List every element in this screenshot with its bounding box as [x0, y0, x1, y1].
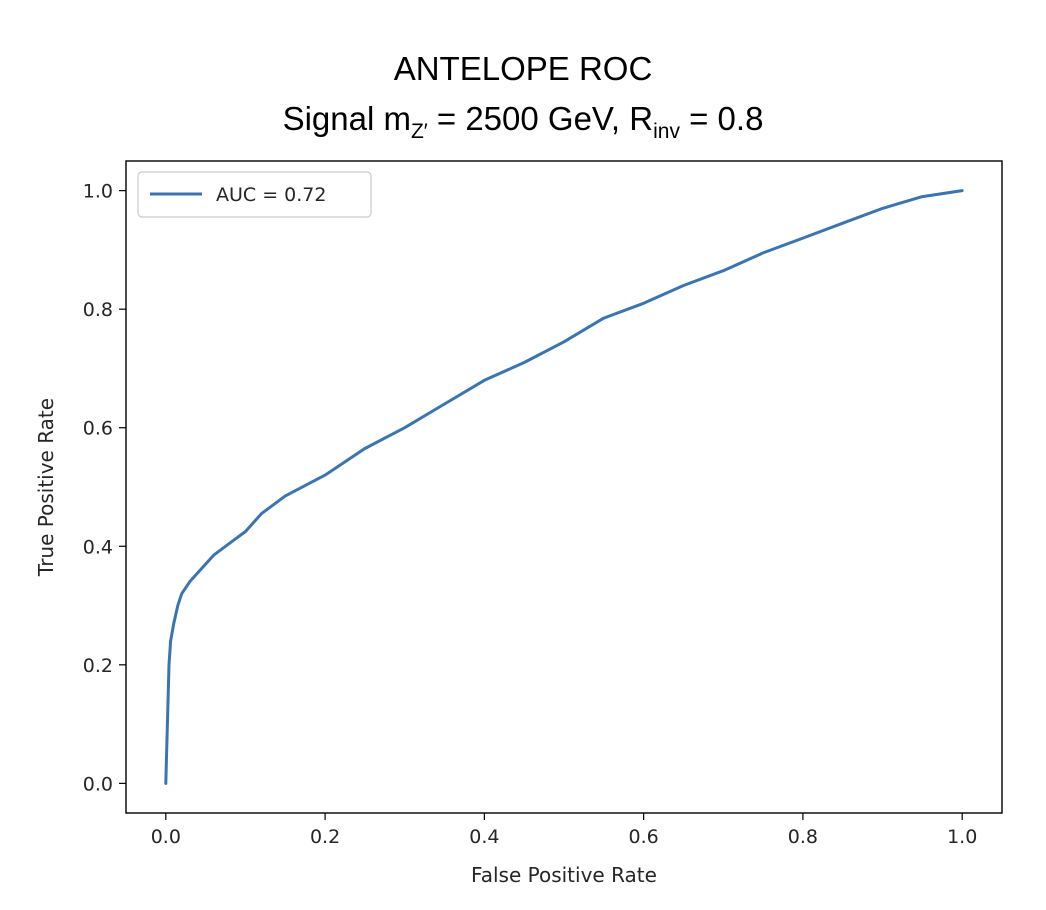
- legend: AUC = 0.72: [137, 171, 372, 218]
- y-axis-label: True Positive Rate: [34, 398, 58, 577]
- title-rinv-value: = 0.8: [679, 100, 764, 137]
- x-tick-label: 1.0: [947, 826, 977, 848]
- title-subscript-z: Z′: [410, 120, 428, 143]
- x-tick-label: 0.8: [788, 826, 818, 848]
- x-tick-label: 0.2: [310, 826, 340, 848]
- chart-title-line-2: Signal mZ′ = 2500 GeV, Rinv = 0.8: [0, 100, 1046, 144]
- roc-curve-line: [164, 189, 964, 785]
- title-subscript-inv: inv: [653, 120, 680, 143]
- y-tick-label: 0.2: [83, 655, 113, 677]
- x-tick-label: 0.0: [151, 826, 181, 848]
- legend-box: [137, 171, 372, 218]
- x-tick-label: 0.6: [629, 826, 659, 848]
- title-signal-prefix: Signal m: [282, 100, 411, 137]
- y-tick-label: 0.8: [83, 299, 113, 321]
- x-axis-label: False Positive Rate: [471, 863, 657, 887]
- legend-entry-label: AUC = 0.72: [216, 184, 326, 206]
- y-tick-label: 0.4: [83, 536, 113, 558]
- plot-frame: [125, 160, 1003, 814]
- series-layer: [164, 189, 964, 785]
- y-tick-label: 1.0: [83, 181, 113, 203]
- title-mass-text: = 2500 GeV, R: [427, 100, 654, 137]
- y-tick-label: 0.6: [83, 418, 113, 440]
- axis-ticks: 0.0 0.2 0.4 0.6 0.8 1.0 0.0 0.2 0.4 0.6 0.8 1.0: [83, 181, 978, 848]
- x-tick-label: 0.4: [469, 826, 499, 848]
- chart-title-line-1: ANTELOPE ROC: [393, 50, 653, 87]
- y-tick-label: 0.0: [83, 773, 113, 795]
